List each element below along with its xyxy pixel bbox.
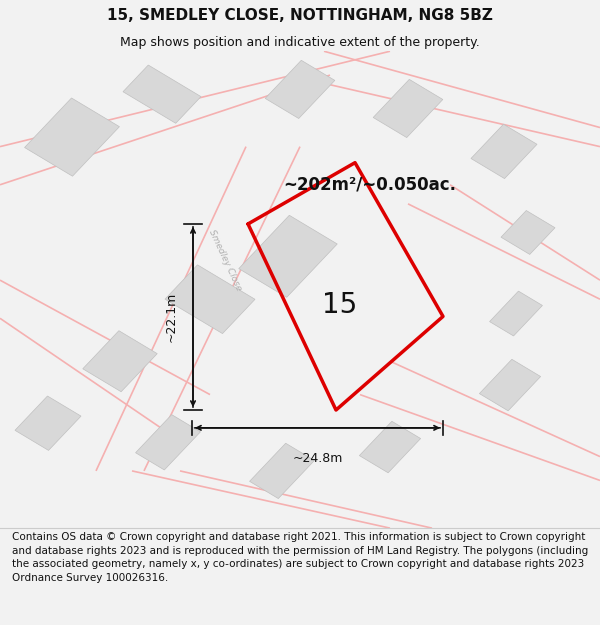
Polygon shape xyxy=(265,61,335,119)
Polygon shape xyxy=(25,98,119,176)
Text: ~22.1m: ~22.1m xyxy=(165,292,178,342)
Text: ~202m²/~0.050ac.: ~202m²/~0.050ac. xyxy=(284,176,457,194)
Polygon shape xyxy=(490,291,542,336)
Polygon shape xyxy=(83,331,157,392)
Text: Smedley Close: Smedley Close xyxy=(207,229,243,292)
Polygon shape xyxy=(15,396,81,451)
Polygon shape xyxy=(479,359,541,411)
Polygon shape xyxy=(471,124,537,179)
Text: Contains OS data © Crown copyright and database right 2021. This information is : Contains OS data © Crown copyright and d… xyxy=(12,532,588,582)
Polygon shape xyxy=(123,65,201,123)
Polygon shape xyxy=(501,211,555,254)
Polygon shape xyxy=(373,79,443,138)
Text: Map shows position and indicative extent of the property.: Map shows position and indicative extent… xyxy=(120,36,480,49)
Text: 15, SMEDLEY CLOSE, NOTTINGHAM, NG8 5BZ: 15, SMEDLEY CLOSE, NOTTINGHAM, NG8 5BZ xyxy=(107,8,493,23)
Text: 15: 15 xyxy=(322,291,358,319)
Polygon shape xyxy=(250,443,314,499)
Text: ~24.8m: ~24.8m xyxy=(292,452,343,465)
Polygon shape xyxy=(359,421,421,472)
Polygon shape xyxy=(239,215,337,298)
Polygon shape xyxy=(136,414,200,470)
Polygon shape xyxy=(165,265,255,334)
